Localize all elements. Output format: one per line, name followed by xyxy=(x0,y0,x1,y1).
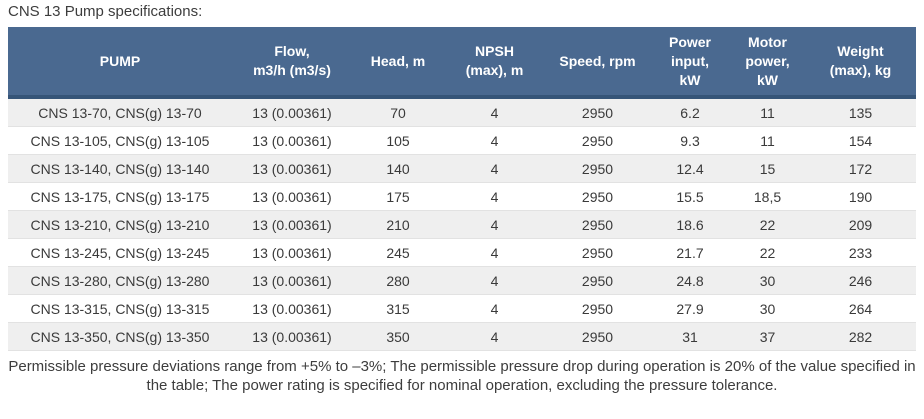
table-cell: 4 xyxy=(444,294,545,323)
table-cell: 2950 xyxy=(545,126,650,155)
table-cell: 9.3 xyxy=(650,126,730,155)
table-row: CNS 13-70, CNS(g) 13-70 13 (0.00361) 70 4 29… xyxy=(8,97,916,127)
page-title: CNS 13 Pump specifications: xyxy=(8,3,203,20)
table-cell: 22 xyxy=(730,238,805,267)
table-cell: CNS 13-70, CNS(g) 13-70 xyxy=(8,97,232,127)
table-cell: 4 xyxy=(444,154,545,183)
table-cell: 13 (0.00361) xyxy=(232,266,352,295)
table-row: CNS 13-280, CNS(g) 13-280 13 (0.00361) 280… xyxy=(8,266,916,295)
table-row: CNS 13-175, CNS(g) 13-175 13 (0.00361) 175… xyxy=(8,182,916,211)
table-cell: CNS 13-105, CNS(g) 13-105 xyxy=(8,126,232,155)
table-cell: CNS 13-280, CNS(g) 13-280 xyxy=(8,266,232,295)
table-cell: 13 (0.00361) xyxy=(232,182,352,211)
table-row: CNS 13-140, CNS(g) 13-140 13 (0.00361) 140… xyxy=(8,154,916,183)
table-cell: 18,5 xyxy=(730,182,805,211)
table-cell: 13 (0.00361) xyxy=(232,97,352,127)
table-cell: CNS 13-175, CNS(g) 13-175 xyxy=(8,182,232,211)
column-header: NPSH (max), m xyxy=(444,27,545,99)
table-cell: 12.4 xyxy=(650,154,730,183)
table-cell: 2950 xyxy=(545,97,650,127)
table-cell: 2950 xyxy=(545,322,650,351)
table-cell: 210 xyxy=(352,210,444,239)
table-cell: 13 (0.00361) xyxy=(232,126,352,155)
table-cell: 30 xyxy=(730,266,805,295)
table-row: CNS 13-315, CNS(g) 13-315 13 (0.00361) 315… xyxy=(8,294,916,323)
table-header-row: PUMP Flow, m3/h (m3/s) Head, m NPSH (max), … xyxy=(8,27,916,99)
table-cell: 70 xyxy=(352,97,444,127)
table-cell: 4 xyxy=(444,210,545,239)
table-cell: 24.8 xyxy=(650,266,730,295)
table-cell: 4 xyxy=(444,266,545,295)
table-cell: 135 xyxy=(805,97,916,127)
pump-spec-table: PUMP Flow, m3/h (m3/s) Head, m NPSH (max), … xyxy=(8,27,916,351)
table-cell: 2950 xyxy=(545,294,650,323)
table-cell: 2950 xyxy=(545,266,650,295)
table-cell: 13 (0.00361) xyxy=(232,294,352,323)
table-cell: CNS 13-245, CNS(g) 13-245 xyxy=(8,238,232,267)
table-cell: 315 xyxy=(352,294,444,323)
table-cell: 37 xyxy=(730,322,805,351)
table-cell: CNS 13-140, CNS(g) 13-140 xyxy=(8,154,232,183)
table-cell: 175 xyxy=(352,182,444,211)
table-cell: 13 (0.00361) xyxy=(232,154,352,183)
table-cell: 11 xyxy=(730,97,805,127)
table-cell: 6.2 xyxy=(650,97,730,127)
table-cell: 350 xyxy=(352,322,444,351)
table-cell: 4 xyxy=(444,126,545,155)
column-header: PUMP xyxy=(8,27,232,99)
table-cell: 246 xyxy=(805,266,916,295)
table-body: CNS 13-70, CNS(g) 13-70 13 (0.00361) 70 4 29… xyxy=(8,97,916,351)
table-row: CNS 13-105, CNS(g) 13-105 13 (0.00361) 105… xyxy=(8,126,916,155)
table-header: PUMP Flow, m3/h (m3/s) Head, m NPSH (max), … xyxy=(8,27,916,99)
table-cell: 2950 xyxy=(545,182,650,211)
table-cell: 209 xyxy=(805,210,916,239)
table-row: CNS 13-210, CNS(g) 13-210 13 (0.00361) 210… xyxy=(8,210,916,239)
table-cell: 282 xyxy=(805,322,916,351)
table-cell: 264 xyxy=(805,294,916,323)
column-header: Head, m xyxy=(352,27,444,99)
column-header: Speed, rpm xyxy=(545,27,650,99)
table-cell: 15.5 xyxy=(650,182,730,211)
table-cell: 2950 xyxy=(545,210,650,239)
column-header: Weight (max), kg xyxy=(805,27,916,99)
table-cell: 4 xyxy=(444,97,545,127)
table-cell: 233 xyxy=(805,238,916,267)
table-row: CNS 13-350, CNS(g) 13-350 13 (0.00361) 350… xyxy=(8,322,916,351)
table-cell: 4 xyxy=(444,238,545,267)
table-cell: 280 xyxy=(352,266,444,295)
table-cell: 140 xyxy=(352,154,444,183)
table-cell: 154 xyxy=(805,126,916,155)
column-header: Flow, m3/h (m3/s) xyxy=(232,27,352,99)
table-cell: 13 (0.00361) xyxy=(232,238,352,267)
table-cell: CNS 13-350, CNS(g) 13-350 xyxy=(8,322,232,351)
table-cell: 11 xyxy=(730,126,805,155)
table-cell: 13 (0.00361) xyxy=(232,210,352,239)
table-cell: 2950 xyxy=(545,238,650,267)
table-cell: 105 xyxy=(352,126,444,155)
footnote-text: Permissible pressure deviations range fr… xyxy=(8,358,916,394)
table-row: CNS 13-245, CNS(g) 13-245 13 (0.00361) 245… xyxy=(8,238,916,267)
table-cell: 30 xyxy=(730,294,805,323)
table-cell: 13 (0.00361) xyxy=(232,322,352,351)
table-cell: 4 xyxy=(444,322,545,351)
table-cell: 172 xyxy=(805,154,916,183)
table-cell: 18.6 xyxy=(650,210,730,239)
table-cell: 21.7 xyxy=(650,238,730,267)
table-cell: CNS 13-315, CNS(g) 13-315 xyxy=(8,294,232,323)
table-cell: 4 xyxy=(444,182,545,211)
table-cell: 31 xyxy=(650,322,730,351)
table-cell: CNS 13-210, CNS(g) 13-210 xyxy=(8,210,232,239)
table-cell: 15 xyxy=(730,154,805,183)
column-header: Power input, kW xyxy=(650,27,730,99)
table-cell: 190 xyxy=(805,182,916,211)
table-cell: 22 xyxy=(730,210,805,239)
column-header: Motor power, kW xyxy=(730,27,805,99)
table-cell: 27.9 xyxy=(650,294,730,323)
table-cell: 2950 xyxy=(545,154,650,183)
table-cell: 245 xyxy=(352,238,444,267)
